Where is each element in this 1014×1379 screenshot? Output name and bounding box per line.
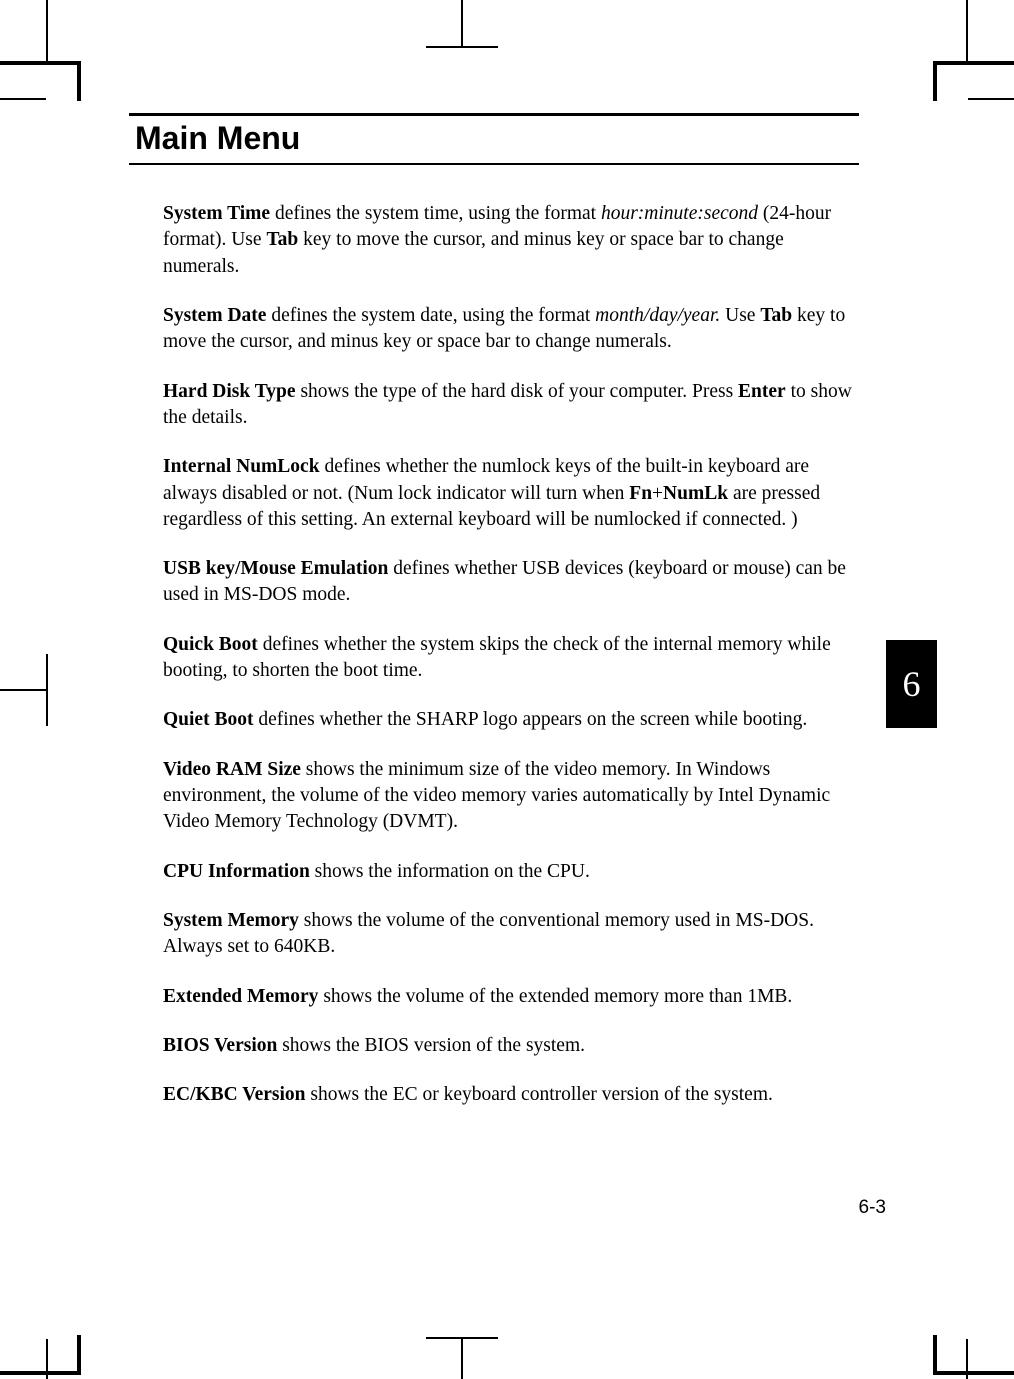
chapter-tab: 6	[886, 640, 937, 728]
body-paragraph: Hard Disk Type shows the type of the har…	[163, 379, 859, 432]
section-heading-container: Main Menu	[129, 113, 859, 165]
body-paragraph: System Memory shows the volume of the co…	[163, 908, 859, 961]
crop-mark	[0, 1371, 77, 1375]
section-heading: Main Menu	[129, 120, 859, 157]
body-paragraph: USB key/Mouse Emulation defines whether …	[163, 556, 859, 609]
crop-mark	[968, 98, 1014, 100]
body-paragraph: System Date defines the system date, usi…	[163, 303, 859, 356]
page-number: 6-3	[859, 1197, 886, 1219]
crop-mark	[937, 1371, 1014, 1375]
body-paragraph: BIOS Version shows the BIOS version of t…	[163, 1033, 859, 1059]
crop-mark	[426, 46, 498, 48]
body-paragraph: Internal NumLock defines whether the num…	[163, 454, 859, 533]
crop-mark	[0, 689, 46, 691]
body-paragraph: Quick Boot defines whether the system sk…	[163, 632, 859, 685]
body-paragraph: System Time defines the system time, usi…	[163, 201, 859, 280]
crop-mark	[77, 1335, 81, 1375]
crop-mark	[937, 61, 1014, 65]
body-paragraph: Extended Memory shows the volume of the …	[163, 984, 859, 1010]
page-content: Main Menu System Time defines the system…	[129, 113, 859, 1132]
crop-mark	[426, 1337, 498, 1339]
crop-mark	[933, 61, 937, 101]
body-paragraph: Quiet Boot defines whether the SHARP log…	[163, 707, 859, 733]
crop-mark	[933, 1335, 937, 1375]
crop-mark	[461, 1339, 463, 1379]
crop-mark	[461, 0, 463, 46]
body-text: System Time defines the system time, usi…	[129, 201, 859, 1109]
crop-mark	[0, 61, 77, 65]
crop-mark	[966, 1339, 968, 1379]
body-paragraph: EC/KBC Version shows the EC or keyboard …	[163, 1082, 859, 1108]
crop-mark	[46, 654, 48, 726]
crop-mark	[966, 0, 968, 61]
crop-mark	[0, 98, 46, 100]
body-paragraph: Video RAM Size shows the minimum size of…	[163, 757, 859, 836]
crop-mark	[46, 0, 48, 61]
body-paragraph: CPU Information shows the information on…	[163, 859, 859, 885]
crop-mark	[46, 1339, 48, 1379]
crop-mark	[77, 61, 81, 101]
